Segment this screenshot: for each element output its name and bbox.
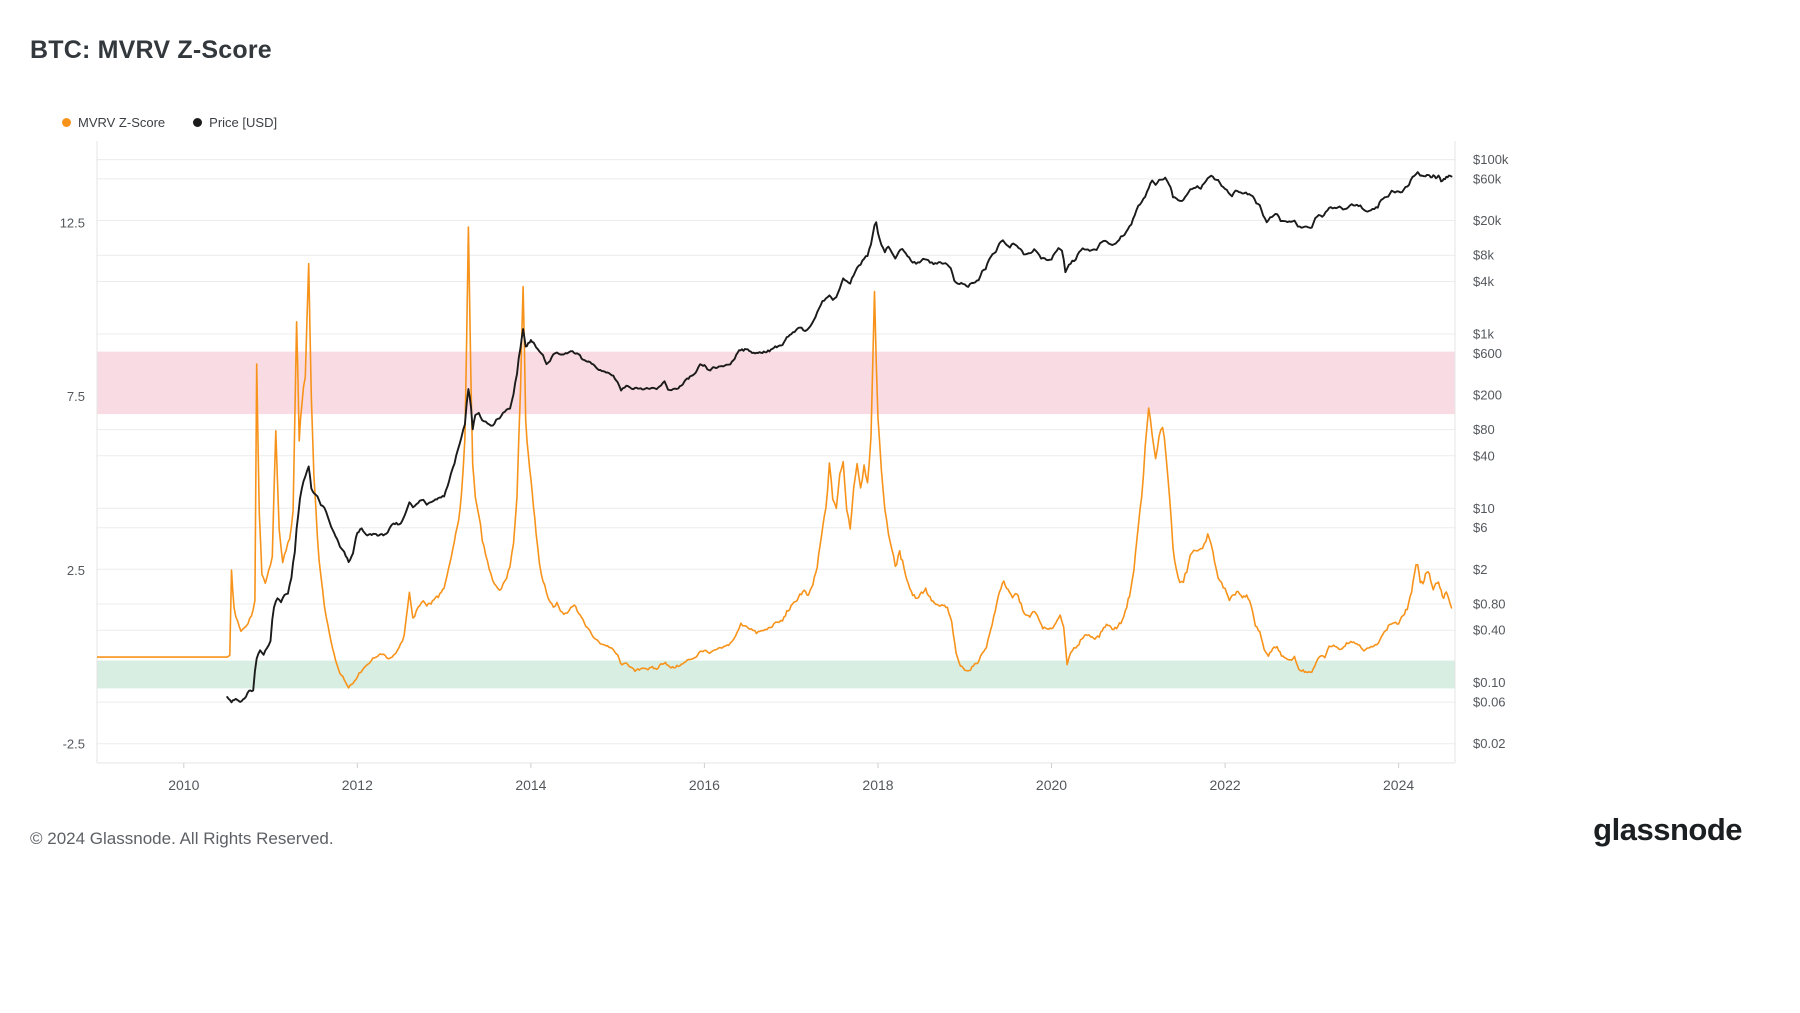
legend-item-mvrv-zscore[interactable]: MVRV Z-Score bbox=[62, 115, 165, 130]
gridlines bbox=[97, 159, 1455, 745]
axis-frame bbox=[96, 141, 1456, 764]
zscore-axis-label: 7.5 bbox=[67, 389, 85, 404]
price-usd-dot-icon bbox=[193, 118, 203, 127]
price-axis-label: $0.80 bbox=[1473, 597, 1506, 612]
x-axis-label: 2024 bbox=[1383, 777, 1414, 793]
mvrv-zscore-line bbox=[97, 226, 1453, 689]
zscore-zones bbox=[97, 351, 1455, 689]
price-axis-label: $1k bbox=[1473, 327, 1494, 342]
legend-label-mvrv-zscore: MVRV Z-Score bbox=[78, 115, 166, 130]
price-axis-label: $2 bbox=[1473, 562, 1487, 577]
overvalued-zone bbox=[97, 351, 1455, 415]
price-line bbox=[226, 171, 1453, 704]
price-axis-label: $600 bbox=[1473, 346, 1502, 361]
legend-label-price-usd: Price [USD] bbox=[209, 115, 278, 130]
price-axis: $100k $60k $20k $8k $4k $1k $600 $200 $80 $40 $10 $… bbox=[1473, 152, 1509, 751]
legend: MVRV Z-Score Price [USD] bbox=[62, 115, 277, 130]
price-axis-label: $20k bbox=[1473, 213, 1502, 228]
price-axis-label: $0.02 bbox=[1473, 736, 1506, 751]
zscore-axis-label: 12.5 bbox=[60, 216, 85, 231]
price-axis-label: $10 bbox=[1473, 501, 1495, 516]
x-axis-label: 2014 bbox=[515, 777, 546, 793]
price-axis-label: $0.10 bbox=[1473, 675, 1506, 690]
price-axis-label: $4k bbox=[1473, 274, 1494, 289]
price-axis-label: $40 bbox=[1473, 448, 1495, 463]
mvrv-zscore-dot-icon bbox=[62, 118, 71, 127]
price-axis-label: $200 bbox=[1473, 387, 1502, 402]
price-axis-label: $0.06 bbox=[1473, 695, 1506, 710]
x-axis-label: 2020 bbox=[1036, 777, 1067, 793]
price-axis-label: $100k bbox=[1473, 152, 1509, 167]
price-axis-label: $80 bbox=[1473, 422, 1495, 437]
x-axis-label: 2018 bbox=[862, 777, 893, 793]
x-axis-label: 2012 bbox=[342, 777, 373, 793]
zscore-axis-label: 2.5 bbox=[67, 563, 85, 578]
series bbox=[97, 171, 1453, 704]
price-axis-label: $8k bbox=[1473, 248, 1494, 263]
x-axis-label: 2022 bbox=[1210, 777, 1241, 793]
price-axis-label: $0.40 bbox=[1473, 623, 1506, 638]
zscore-axis: 12.5 7.5 2.5 -2.5 bbox=[60, 216, 85, 752]
glassnode-logo[interactable]: glassnode bbox=[1593, 812, 1742, 847]
zscore-axis-label: -2.5 bbox=[63, 736, 85, 751]
x-axis-label: 2010 bbox=[168, 777, 199, 793]
x-axis: 2010 2012 2014 2016 2018 2020 2022 2024 bbox=[168, 763, 1414, 793]
x-axis-label: 2016 bbox=[689, 777, 720, 793]
copyright-text: © 2024 Glassnode. All Rights Reserved. bbox=[30, 829, 334, 848]
undervalued-zone bbox=[97, 660, 1455, 689]
price-axis-label: $60k bbox=[1473, 171, 1502, 186]
price-axis-label: $6 bbox=[1473, 520, 1487, 535]
mvrv-zscore-chart[interactable]: 2010 2012 2014 2016 2018 2020 2022 2024 12.5 7.5 2… bbox=[0, 0, 1800, 810]
page-title: BTC: MVRV Z-Score bbox=[30, 36, 272, 64]
legend-item-price-usd[interactable]: Price [USD] bbox=[193, 115, 277, 130]
